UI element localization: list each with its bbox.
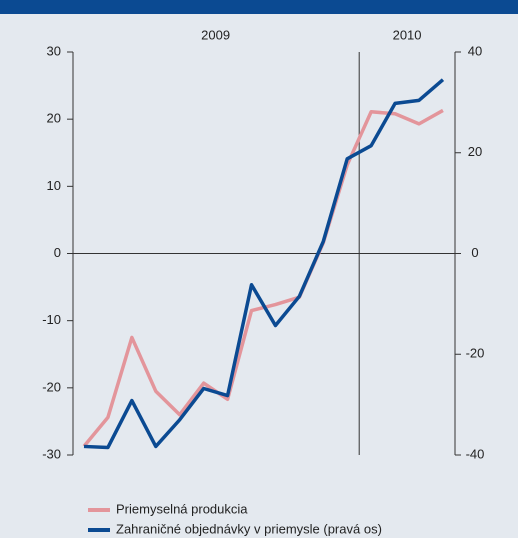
series-line — [83, 78, 445, 450]
y-tick-label: 10 — [47, 178, 61, 193]
year-label: 2009 — [201, 27, 230, 42]
y2-tick-label: -40 — [466, 446, 485, 461]
y-tick-label: -20 — [42, 379, 61, 394]
header-band — [0, 0, 518, 14]
y2-tick-label: 0 — [471, 245, 478, 260]
legend-label: Zahraničné objednávky v priemysle (pravá… — [116, 521, 382, 536]
y-tick-label: -30 — [42, 446, 61, 461]
y-tick-label: -10 — [42, 312, 61, 327]
y-tick-label: 30 — [47, 43, 61, 58]
y2-tick-label: -20 — [466, 346, 485, 361]
series-line — [82, 108, 444, 448]
y2-tick-label: 40 — [468, 43, 482, 58]
y-tick-label: 0 — [54, 245, 61, 260]
year-label: 2010 — [393, 27, 422, 42]
y2-tick-label: 20 — [468, 144, 482, 159]
y-tick-label: 20 — [47, 111, 61, 126]
legend-label: Priemyselná produkcia — [116, 501, 248, 516]
